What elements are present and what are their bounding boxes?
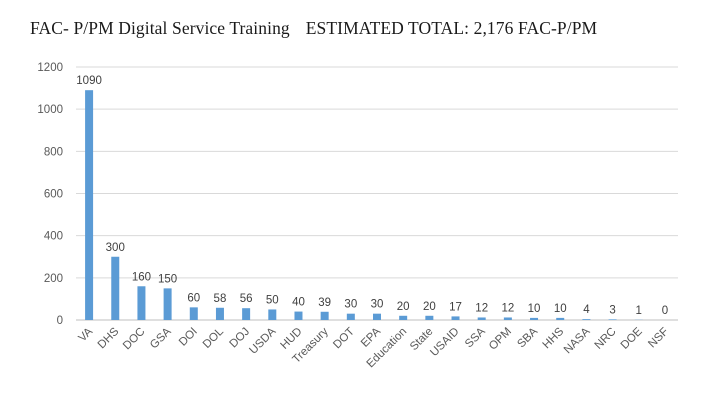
bar	[399, 315, 408, 320]
data-label: 3	[609, 304, 615, 316]
data-label: 39	[318, 297, 331, 309]
data-label: 56	[240, 293, 253, 305]
bar	[294, 311, 303, 320]
estimated-total: ESTIMATED TOTAL: 2,176 FAC-P/PM	[305, 18, 598, 38]
x-tick-label: USAID	[428, 326, 461, 359]
data-label: 20	[397, 301, 410, 313]
data-label: 12	[475, 302, 488, 314]
bar	[111, 256, 120, 320]
y-tick-label: 200	[44, 273, 63, 285]
y-tick-label: 800	[44, 146, 63, 158]
data-label: 1	[636, 305, 642, 317]
x-tick-label: NASA	[562, 325, 593, 356]
y-tick-label: 1000	[37, 104, 63, 116]
title-text: FAC- P/PM Digital Service Training	[30, 18, 290, 38]
x-tick-label: GSA	[148, 325, 174, 351]
bar	[373, 313, 381, 320]
data-label: 4	[583, 304, 590, 316]
x-tick-label: DHS	[96, 325, 122, 351]
bar	[582, 319, 591, 320]
data-label: 300	[106, 242, 125, 254]
data-label: 160	[132, 271, 151, 283]
bar	[137, 286, 146, 320]
bar	[85, 90, 94, 320]
data-label: 30	[371, 299, 384, 311]
bar	[556, 317, 565, 320]
data-label: 20	[423, 301, 436, 313]
bar	[163, 288, 172, 320]
y-tick-label: 400	[44, 231, 63, 243]
x-tick-label: NRC	[593, 326, 619, 352]
x-tick-label: SSA	[463, 325, 488, 350]
bar	[503, 317, 512, 320]
data-label: 50	[266, 294, 279, 306]
data-label: 12	[501, 302, 514, 314]
y-tick-label: 1200	[37, 62, 63, 74]
bar	[425, 315, 434, 320]
data-label: 17	[449, 301, 462, 313]
data-label: 40	[292, 297, 305, 309]
y-tick-label: 600	[44, 189, 63, 201]
bar	[477, 317, 486, 320]
x-tick-label: VA	[76, 325, 95, 344]
bar	[346, 313, 355, 320]
x-tick-label: DOE	[619, 325, 645, 351]
data-label: 10	[554, 303, 567, 315]
data-label: 0	[662, 305, 668, 317]
bar	[320, 311, 329, 320]
data-label: 10	[528, 303, 541, 315]
x-tick-label: DOL	[201, 325, 227, 351]
bar	[451, 316, 460, 320]
data-label: 60	[187, 292, 200, 304]
y-tick-label: 0	[57, 315, 63, 327]
bar	[608, 319, 617, 320]
bar	[530, 317, 539, 320]
x-tick-label: DOC	[121, 326, 148, 353]
slide-title: FAC- P/PM Digital Service Training ESTIMA…	[30, 18, 597, 39]
data-label: 30	[344, 299, 357, 311]
x-tick-label: OPM	[487, 326, 514, 353]
bar	[189, 307, 198, 320]
x-tick-label: NSF	[646, 326, 671, 351]
bar	[242, 308, 251, 320]
x-tick-label: USDA	[247, 325, 278, 356]
data-label: 150	[158, 273, 177, 285]
x-tick-label: DOT	[331, 326, 357, 352]
x-tick-label: SBA	[515, 325, 540, 350]
bar	[215, 307, 224, 320]
bar	[268, 309, 277, 320]
data-label: 1090	[76, 75, 102, 87]
data-label: 58	[214, 293, 227, 305]
x-tick-label: DOI	[177, 326, 200, 349]
